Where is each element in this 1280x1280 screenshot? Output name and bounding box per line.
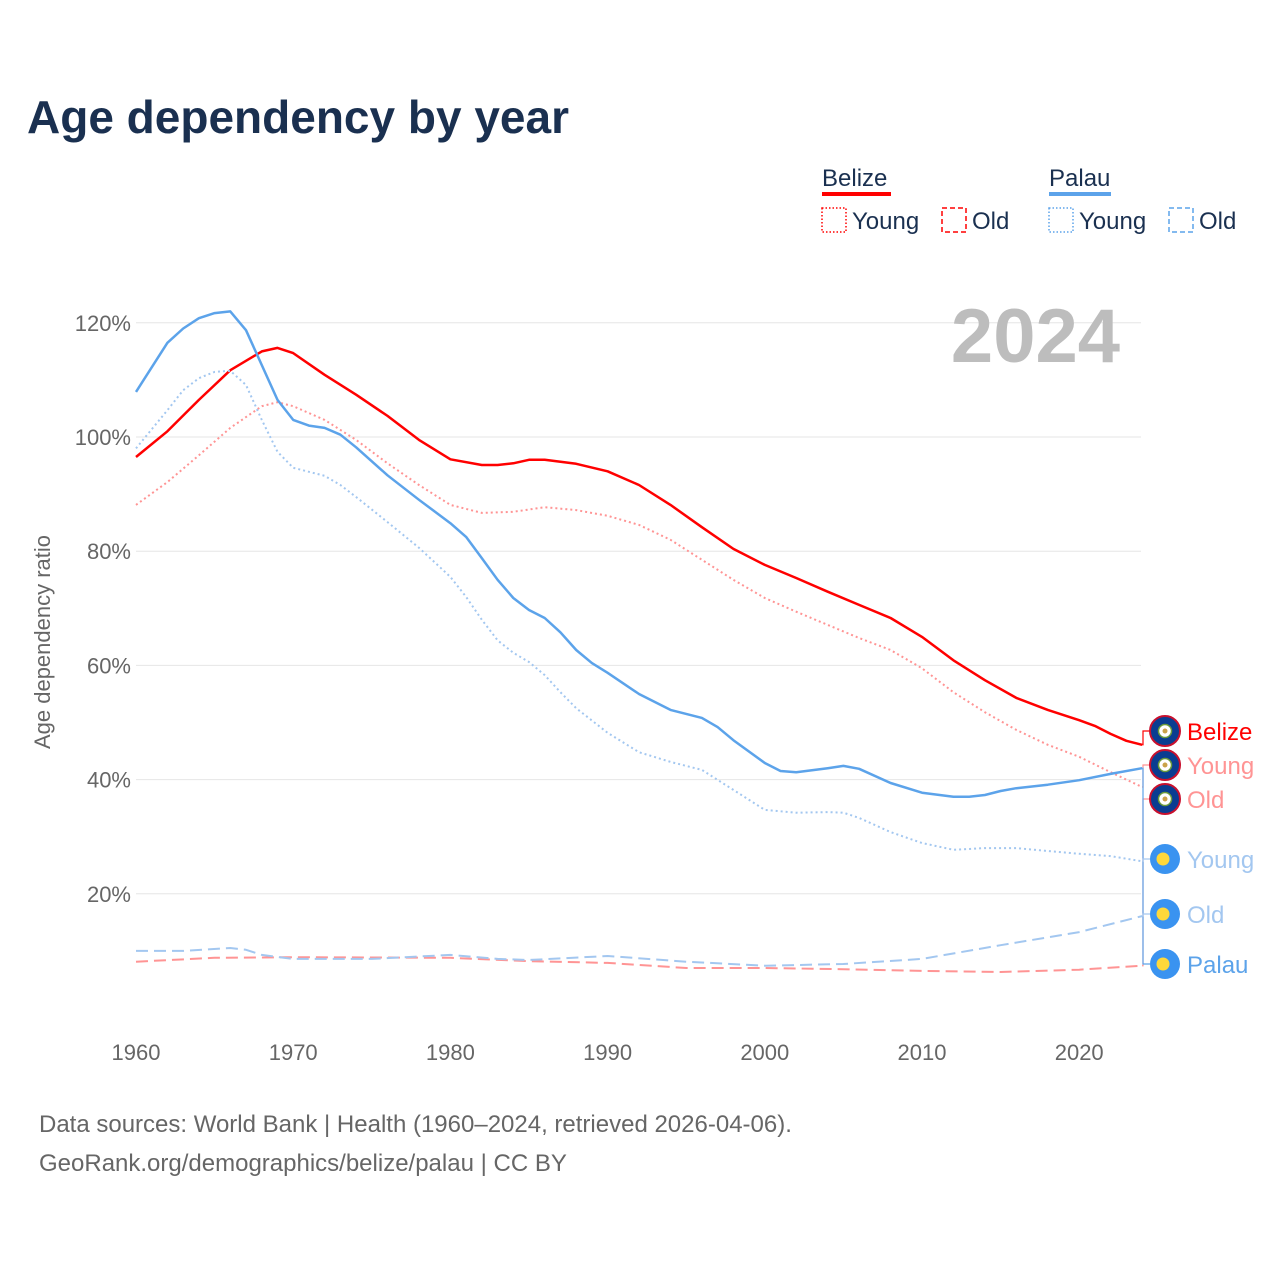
y-tick-label: 40% [87,768,131,793]
x-tick-label: 1990 [583,1040,632,1065]
x-tick-label: 2020 [1055,1040,1104,1065]
x-tick-label: 1980 [426,1040,475,1065]
series-end-label: Old [1187,902,1224,929]
legend-swatch-old [1168,207,1194,233]
legend-swatch-young [821,207,847,233]
label-connector [1142,858,1150,862]
x-tick-label: 2010 [898,1040,947,1065]
belize-flag-emblem-center [1162,762,1168,768]
x-tick-label: 1970 [269,1040,318,1065]
year-display: 2024 [951,294,1120,379]
palau-flag-moon [1156,852,1170,866]
palau-flag-moon [1156,907,1170,921]
series-end-label: Belize [1187,719,1252,746]
series-end-label: Young [1187,753,1254,780]
chart-title: Age dependency by year [27,91,569,143]
legend-group-palau: Palau [1049,165,1110,192]
series-line-belize-total [135,346,1143,747]
series-end-label: Old [1187,787,1224,814]
legend-item-young: Young [1079,208,1146,235]
y-tick-label: 120% [75,311,131,336]
data-source-text: Data sources: World Bank | Health (1960–… [39,1111,792,1138]
attribution-text: GeoRank.org/demographics/belize/palau | … [39,1150,567,1177]
y-tick-label: 20% [87,882,131,907]
series-line-palau-total [134,310,1143,798]
series-end-label: Palau [1187,952,1248,979]
label-connector [1142,730,1150,746]
x-tick-label: 1960 [112,1040,161,1065]
x-tick-label: 2000 [740,1040,789,1065]
palau-flag-moon [1156,957,1170,971]
series-line-belize-old [135,956,1143,973]
legend-swatch-young [1048,207,1074,233]
series-line-belize-young [135,401,1143,788]
legend-item-old: Old [972,208,1009,235]
legend-swatch-old [941,207,967,233]
legend-item-young: Young [852,208,919,235]
y-tick-label: 60% [87,653,131,678]
series-end-label: Young [1187,847,1254,874]
belize-flag-emblem-center [1162,728,1168,734]
series-line-palau-old [136,915,1143,967]
y-axis-label: Age dependency ratio [30,535,55,749]
legend-group-belize: Belize [822,165,887,192]
label-connector [1142,767,1150,965]
label-connector [1142,913,1150,917]
legend-item-old: Old [1199,208,1236,235]
y-tick-label: 80% [87,539,131,564]
y-tick-label: 100% [75,425,131,450]
series-line-palau-young [135,369,1143,863]
belize-flag-emblem-center [1162,796,1168,802]
